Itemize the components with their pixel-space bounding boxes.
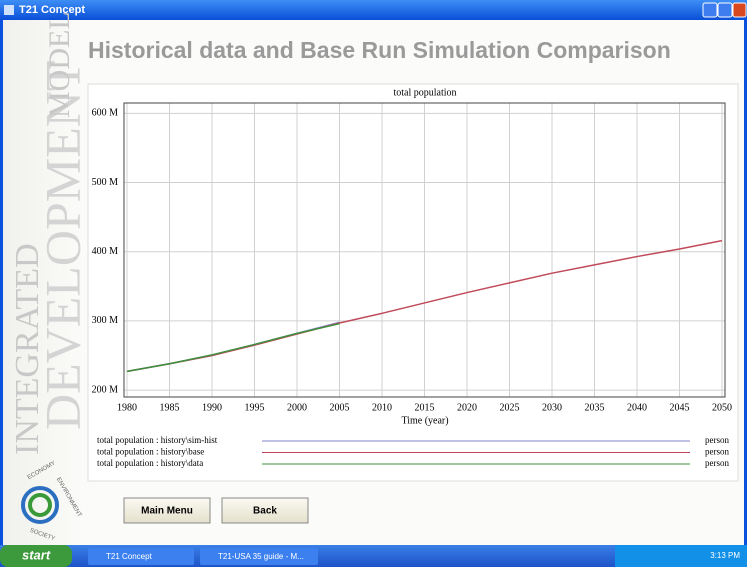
x-tick-label: 2030 [542, 402, 562, 413]
y-tick-label: 400 M [92, 246, 119, 257]
start-label: start [22, 547, 51, 562]
x-tick-label: 2050 [712, 402, 732, 413]
button-label: Back [253, 506, 277, 517]
x-tick-label: 1980 [117, 402, 137, 413]
title-bar [0, 0, 747, 20]
screen: T21 Concept INTEGRATED DEVELOPMENT MODEL… [0, 0, 747, 567]
minimize-button[interactable] [703, 3, 717, 17]
x-tick-label: 2010 [372, 402, 392, 413]
x-tick-label: 2045 [670, 402, 690, 413]
y-tick-label: 600 M [92, 108, 119, 119]
x-tick-label: 1985 [160, 402, 180, 413]
x-tick-label: 1990 [202, 402, 222, 413]
chart-title: total population [393, 87, 456, 98]
x-tick-label: 2025 [500, 402, 520, 413]
task-label: T21-USA 35 guide - M... [218, 552, 304, 561]
x-tick-label: 2015 [415, 402, 435, 413]
app-icon [4, 5, 14, 15]
y-tick-label: 300 M [92, 315, 119, 326]
close-button[interactable] [733, 3, 746, 17]
page-title: Historical data and Base Run Simulation … [88, 37, 671, 63]
legend-unit: person [705, 435, 729, 445]
page: {"window": {"title": "T21 Concept"}, "si… [0, 0, 747, 567]
clock: 3:13 PM [710, 551, 740, 560]
legend-label: total population : history\base [97, 447, 204, 457]
legend-unit: person [705, 458, 729, 468]
button-label: Main Menu [141, 506, 193, 517]
legend-label: total population : history\data [97, 458, 203, 468]
y-tick-label: 500 M [92, 177, 119, 188]
x-tick-label: 2005 [330, 402, 350, 413]
x-tick-label: 1995 [245, 402, 265, 413]
y-tick-label: 200 M [92, 384, 119, 395]
sidebar-word: MODEL [43, 11, 76, 118]
x-tick-label: 2020 [457, 402, 477, 413]
task-label: T21 Concept [106, 552, 153, 561]
x-tick-label: 2000 [287, 402, 307, 413]
maximize-button[interactable] [718, 3, 732, 17]
x-tick-label: 2035 [585, 402, 605, 413]
x-tick-label: 2040 [627, 402, 647, 413]
legend-label: total population : history\sim-hist [97, 435, 218, 445]
legend-unit: person [705, 447, 729, 457]
x-axis-label: Time (year) [401, 415, 448, 426]
